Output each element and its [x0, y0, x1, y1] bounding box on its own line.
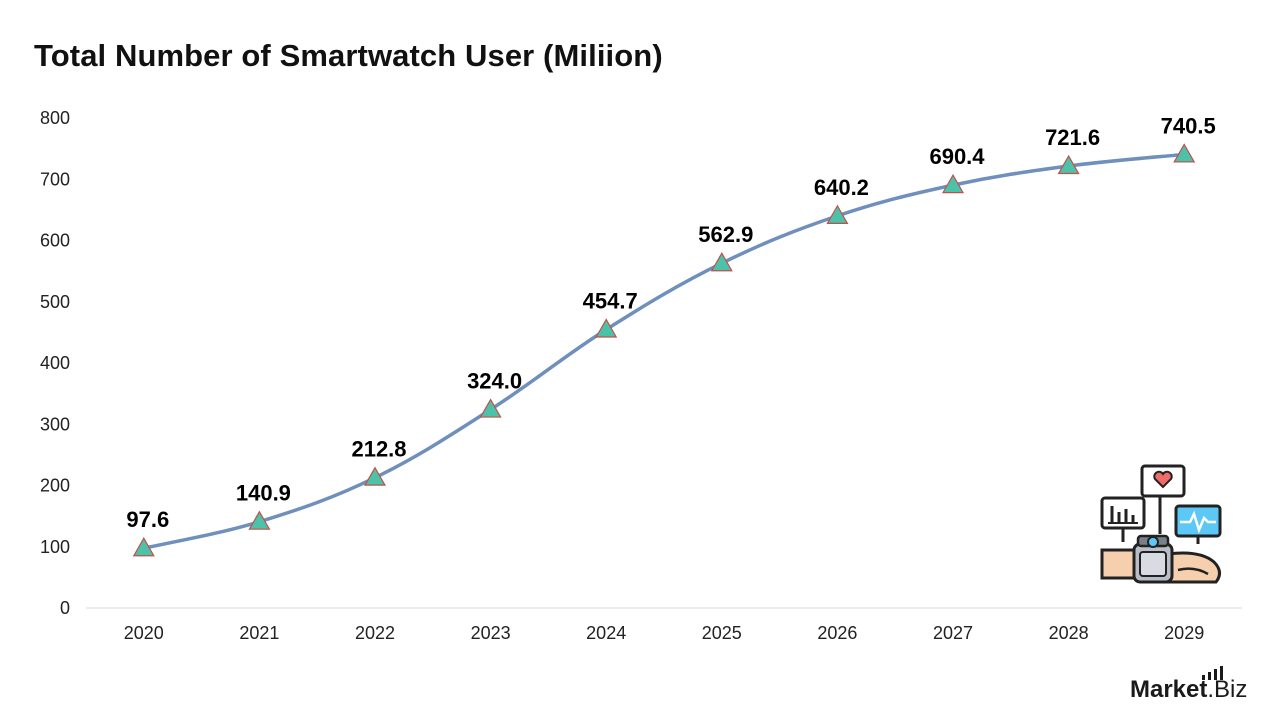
x-tick-label: 2022 [355, 623, 395, 643]
data-label: 640.2 [814, 175, 869, 200]
data-markers [132, 143, 1196, 557]
x-tick-label: 2025 [702, 623, 742, 643]
data-labels: 97.6 140.9 212.8 324.0 454.7 562.9 640.2 690.4 7… [126, 113, 1215, 532]
data-label: 324.0 [467, 369, 522, 394]
y-tick-label: 0 [60, 598, 70, 618]
y-tick-label: 100 [40, 537, 70, 557]
y-tick-label: 600 [40, 231, 70, 251]
data-point-marker [479, 398, 502, 418]
data-point-marker [1057, 154, 1080, 175]
x-tick-label: 2027 [933, 623, 973, 643]
data-label: 97.6 [126, 507, 169, 532]
x-tick-label: 2029 [1164, 623, 1204, 643]
data-point-marker [595, 318, 618, 338]
x-axis: 2020 2021 2022 2023 2024 2025 2026 2027 2028 2029 [124, 623, 1204, 643]
data-point-marker [248, 510, 271, 530]
data-point-marker [132, 537, 155, 557]
smartwatch-health-monitor-icon [1100, 464, 1222, 584]
y-tick-label: 200 [40, 476, 70, 496]
y-axis: 0 100 200 300 400 500 600 700 800 [40, 108, 70, 618]
data-label: 721.6 [1045, 125, 1100, 150]
data-label: 690.4 [929, 144, 985, 169]
data-label: 562.9 [698, 222, 753, 247]
y-tick-label: 700 [40, 169, 70, 189]
y-tick-label: 400 [40, 353, 70, 373]
x-tick-label: 2023 [471, 623, 511, 643]
data-label: 212.8 [351, 437, 406, 462]
data-point-marker [363, 466, 387, 486]
signal-bars-icon [1202, 666, 1223, 680]
data-point-marker [1173, 143, 1196, 163]
brand-logo: Market.Biz [1130, 666, 1248, 704]
series-line [142, 152, 1186, 550]
x-tick-label: 2028 [1049, 623, 1089, 643]
x-tick-label: 2026 [817, 623, 857, 643]
data-point-marker [826, 204, 849, 224]
x-tick-label: 2021 [239, 623, 279, 643]
data-label: 740.5 [1161, 113, 1216, 138]
brand-name: Market [1130, 676, 1208, 703]
chart-title: Total Number of Smartwatch User (Miliion… [34, 38, 663, 73]
data-point-marker [710, 252, 733, 272]
data-label: 140.9 [236, 481, 291, 506]
y-tick-label: 300 [40, 414, 70, 434]
data-label: 454.7 [583, 288, 638, 313]
brand-suffix: .Biz [1207, 676, 1248, 703]
x-tick-label: 2024 [586, 623, 626, 643]
x-tick-label: 2020 [124, 623, 164, 643]
y-tick-label: 500 [40, 292, 70, 312]
data-point-marker [941, 173, 965, 194]
y-tick-label: 800 [40, 108, 70, 128]
